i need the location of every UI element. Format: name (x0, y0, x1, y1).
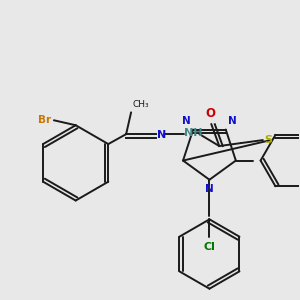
Text: N: N (228, 116, 236, 126)
Text: Cl: Cl (203, 242, 215, 252)
Text: N: N (157, 130, 166, 140)
Text: NH: NH (184, 128, 202, 138)
Text: N: N (182, 116, 191, 126)
Text: N: N (205, 184, 214, 194)
Text: O: O (205, 107, 215, 120)
Text: Br: Br (38, 115, 51, 125)
Text: CH₃: CH₃ (132, 100, 149, 109)
Text: S: S (264, 135, 272, 145)
